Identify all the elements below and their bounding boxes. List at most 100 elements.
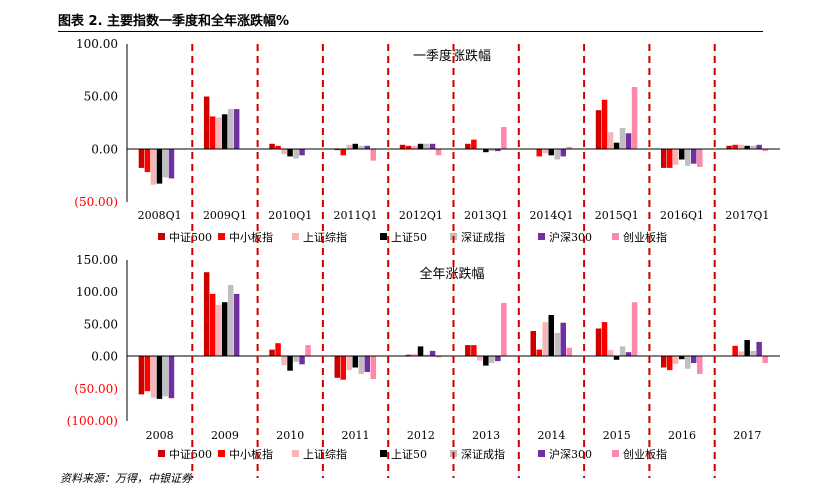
bar: [679, 149, 685, 160]
bar: [685, 356, 691, 369]
bar: [334, 356, 340, 378]
category-label: 2017Q1: [725, 209, 769, 222]
bar: [281, 356, 287, 365]
legend-swatch: [538, 233, 545, 240]
bar: [477, 356, 483, 361]
bar: [560, 149, 566, 157]
bar: [370, 149, 376, 161]
bar: [364, 145, 370, 149]
title-rule: [58, 31, 763, 32]
bar: [162, 356, 169, 397]
legend-label: 中小板指: [229, 447, 273, 461]
bar: [613, 142, 620, 149]
category-label: 2013: [472, 429, 500, 442]
bar: [221, 302, 228, 356]
bar: [607, 132, 614, 149]
year-dividers: [191, 44, 716, 478]
bar: [435, 356, 442, 358]
bar: [346, 144, 352, 149]
bar: [405, 145, 412, 149]
bar: [750, 145, 756, 149]
bar: [156, 356, 163, 399]
y-tick-label: 100.00: [76, 285, 118, 299]
bar: [542, 149, 548, 154]
legend-label: 创业板指: [623, 447, 667, 461]
legend-label: 上证综指: [303, 230, 347, 244]
category-label: 2014Q1: [529, 209, 573, 222]
bar: [471, 345, 477, 356]
category-label: 2015Q1: [595, 209, 639, 222]
bar: [625, 133, 632, 150]
category-label: 2016Q1: [660, 209, 704, 222]
bar: [411, 145, 418, 149]
bar: [287, 356, 293, 371]
bar: [465, 345, 471, 356]
bar: [156, 149, 163, 184]
category-label: 2012: [407, 429, 435, 442]
bar: [673, 149, 679, 165]
bar: [299, 149, 305, 156]
legend-label: 中证500: [169, 448, 212, 461]
bar: [548, 149, 554, 156]
bar: [619, 346, 626, 356]
bar: [726, 145, 732, 149]
y-tick-label: (50.00): [74, 382, 118, 396]
bar: [275, 343, 281, 356]
bar: [595, 328, 602, 356]
legend-swatch: [292, 233, 299, 240]
bar: [405, 354, 412, 356]
bar: [536, 349, 542, 356]
legend-swatch: [380, 233, 387, 240]
source-note: 资料来源：万得，中银证券: [60, 472, 192, 485]
bar: [691, 356, 697, 363]
bar: [732, 144, 738, 149]
category-label: 2015: [603, 429, 631, 442]
bar: [697, 356, 703, 374]
bar: [293, 356, 299, 362]
bar: [554, 333, 560, 356]
bar: [762, 149, 768, 152]
bar: [203, 96, 210, 149]
legend-label: 中小板指: [229, 230, 273, 244]
bar: [358, 145, 364, 149]
bar: [138, 149, 145, 168]
bar: [340, 356, 346, 380]
category-label: 2014: [537, 429, 565, 442]
legend-swatch: [380, 450, 387, 457]
bar: [465, 143, 471, 150]
bar: [744, 145, 750, 149]
bar: [168, 356, 175, 399]
category-label: 2012Q1: [399, 209, 443, 222]
bar: [501, 302, 507, 356]
bar: [417, 346, 424, 356]
bar: [269, 143, 275, 150]
category-label: 2009: [211, 429, 239, 442]
bar: [168, 149, 175, 179]
bar: [423, 143, 430, 150]
bar: [233, 109, 240, 149]
bar: [144, 149, 151, 173]
bar: [417, 143, 424, 150]
y-tick-label: 50.00: [84, 317, 118, 331]
category-label: 2010: [276, 429, 304, 442]
bar: [548, 315, 554, 356]
bar: [489, 149, 495, 152]
bar: [566, 146, 572, 149]
legend-swatch: [612, 233, 619, 240]
bar: [203, 272, 210, 356]
bar: [221, 114, 228, 149]
category-label: 2017: [733, 429, 761, 442]
y-tick-label: 0.00: [91, 350, 118, 364]
bar: [750, 350, 756, 356]
bar: [495, 356, 501, 362]
y-tick-label: 100.00: [76, 37, 118, 51]
bar: [293, 149, 299, 159]
bar: [305, 345, 311, 356]
bar: [150, 356, 157, 398]
legend-label: 上证50: [391, 448, 427, 461]
bar: [150, 149, 157, 185]
bar: [661, 149, 667, 168]
legend-label: 沪深300: [549, 230, 592, 244]
bar: [495, 149, 501, 152]
